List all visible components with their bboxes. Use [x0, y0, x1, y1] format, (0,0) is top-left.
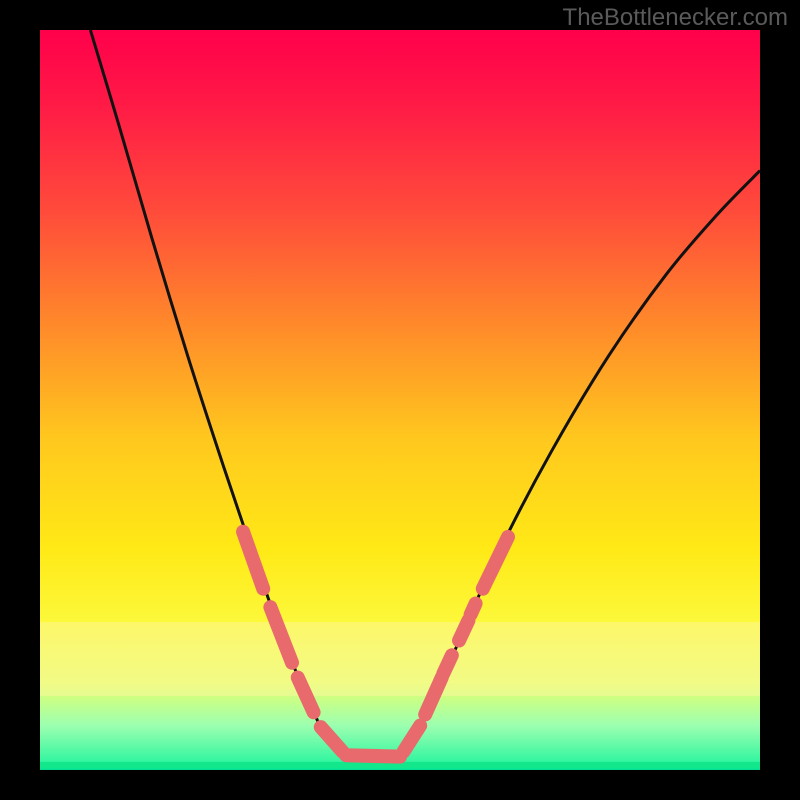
chart-container: TheBottlenecker.com: [0, 0, 800, 800]
pale-band: [40, 622, 760, 696]
overlay-segment: [471, 604, 476, 615]
overlay-segment: [346, 755, 400, 756]
overlay-segment: [459, 621, 468, 641]
chart-svg: [0, 0, 800, 800]
overlay-segment: [443, 655, 452, 674]
